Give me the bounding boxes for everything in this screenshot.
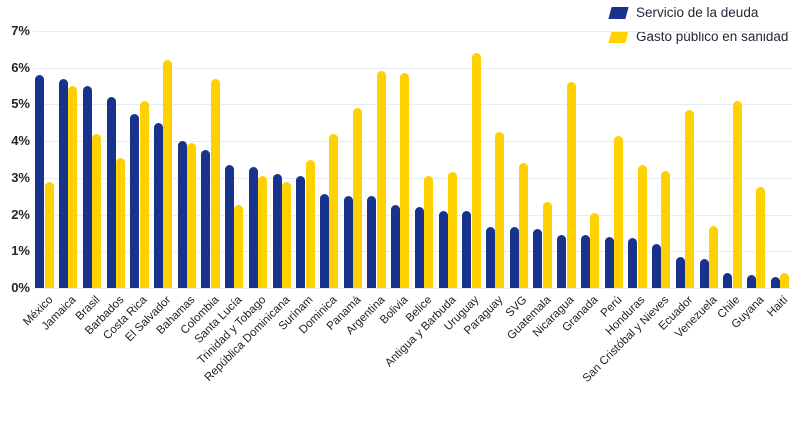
bar-servicio-deuda	[628, 238, 638, 288]
gridline	[33, 288, 792, 289]
bar-gasto-sanidad	[519, 163, 529, 288]
bar-servicio-deuda	[35, 75, 45, 288]
bar-servicio-deuda	[770, 276, 780, 288]
bar-servicio-deuda	[652, 243, 662, 288]
bar-gasto-sanidad	[590, 212, 600, 288]
bar-gasto-sanidad	[447, 172, 457, 288]
bar-gasto-sanidad	[756, 187, 766, 288]
bar-gasto-sanidad	[44, 181, 54, 288]
y-axis-tick-label: 6%	[11, 59, 30, 75]
bar-servicio-deuda	[533, 229, 543, 288]
y-axis-tick-label: 0%	[11, 280, 30, 295]
bar-servicio-deuda	[367, 196, 377, 288]
bar-gasto-sanidad	[305, 159, 315, 288]
bar-servicio-deuda	[177, 141, 187, 288]
bar-servicio-deuda	[438, 210, 448, 288]
bar-servicio-deuda	[153, 122, 163, 288]
gridline	[33, 67, 792, 69]
gridline	[33, 141, 792, 143]
bar-gasto-sanidad	[471, 53, 481, 288]
bar-gasto-sanidad	[376, 71, 386, 288]
bar-servicio-deuda	[486, 227, 496, 288]
y-axis-tick-label: 1%	[11, 243, 30, 259]
bar-servicio-deuda	[343, 196, 353, 288]
bar-gasto-sanidad	[187, 142, 196, 288]
bar-servicio-deuda	[414, 207, 424, 288]
y-axis-tick-label: 5%	[11, 96, 30, 112]
gridline	[33, 31, 792, 32]
bar-gasto-sanidad	[329, 133, 339, 288]
bar-gasto-sanidad	[281, 181, 291, 288]
bar-gasto-sanidad	[613, 135, 623, 288]
bar-gasto-sanidad	[661, 170, 671, 288]
bar-servicio-deuda	[201, 150, 211, 288]
bar-servicio-deuda	[391, 205, 401, 288]
bar-gasto-sanidad	[685, 109, 695, 288]
legend: Servicio de la deuda Gasto público en sa…	[608, 5, 789, 44]
y-axis-tick-label: 7%	[11, 23, 30, 38]
bar-gasto-sanidad	[566, 82, 576, 288]
bar-gasto-sanidad	[139, 100, 149, 288]
y-axis-tick-label: 3%	[11, 169, 30, 185]
gridline	[33, 104, 792, 106]
bar-servicio-deuda	[82, 86, 92, 288]
bar-gasto-sanidad	[258, 176, 268, 288]
bar-gasto-sanidad	[708, 225, 718, 288]
gridline	[33, 177, 792, 179]
legend-item-gasto-sanidad: Gasto público en sanidad	[608, 29, 789, 44]
bar-servicio-deuda	[557, 234, 567, 288]
legend-item-servicio-deuda: Servicio de la deuda	[608, 5, 788, 20]
bar-servicio-deuda	[106, 97, 116, 288]
bar-gasto-sanidad	[68, 86, 78, 288]
bar-servicio-deuda	[699, 258, 709, 288]
y-axis-tick-label: 2%	[11, 206, 30, 222]
bar-servicio-deuda	[59, 78, 69, 288]
legend-marker-servicio-deuda-icon	[608, 6, 629, 19]
bar-servicio-deuda	[248, 166, 258, 288]
bar-servicio-deuda	[675, 256, 685, 288]
gridline	[33, 251, 792, 253]
bar-gasto-sanidad	[779, 273, 789, 288]
bar-servicio-deuda	[509, 227, 519, 288]
bar-gasto-sanidad	[163, 60, 173, 288]
bar-gasto-sanidad	[115, 157, 125, 288]
legend-marker-gasto-sanidad-icon	[608, 30, 629, 43]
bar-gasto-sanidad	[732, 100, 742, 288]
bar-gasto-sanidad	[353, 108, 363, 288]
legend-label-servicio-deuda: Servicio de la deuda	[636, 5, 759, 20]
bar-gasto-sanidad	[210, 78, 220, 288]
legend-label-gasto-sanidad: Gasto público en sanidad	[636, 29, 789, 44]
bar-servicio-deuda	[296, 176, 306, 288]
bar-servicio-deuda	[604, 236, 614, 288]
bar-servicio-deuda	[746, 275, 756, 288]
bar-servicio-deuda	[272, 174, 282, 288]
bar-gasto-sanidad	[400, 73, 410, 288]
gridline	[33, 214, 792, 216]
bar-gasto-sanidad	[542, 201, 552, 288]
bar-servicio-deuda	[723, 273, 733, 288]
bar-gasto-sanidad	[495, 131, 505, 288]
bar-gasto-sanidad	[234, 205, 244, 288]
bar-servicio-deuda	[320, 194, 330, 288]
bar-servicio-deuda	[462, 210, 472, 288]
bar-gasto-sanidad	[424, 176, 434, 288]
bar-servicio-deuda	[130, 113, 140, 288]
bar-gasto-sanidad	[637, 165, 647, 288]
bar-gasto-sanidad	[92, 133, 102, 288]
bar-servicio-deuda	[580, 234, 590, 288]
y-axis-tick-label: 4%	[11, 133, 30, 149]
bar-servicio-deuda	[225, 165, 235, 288]
